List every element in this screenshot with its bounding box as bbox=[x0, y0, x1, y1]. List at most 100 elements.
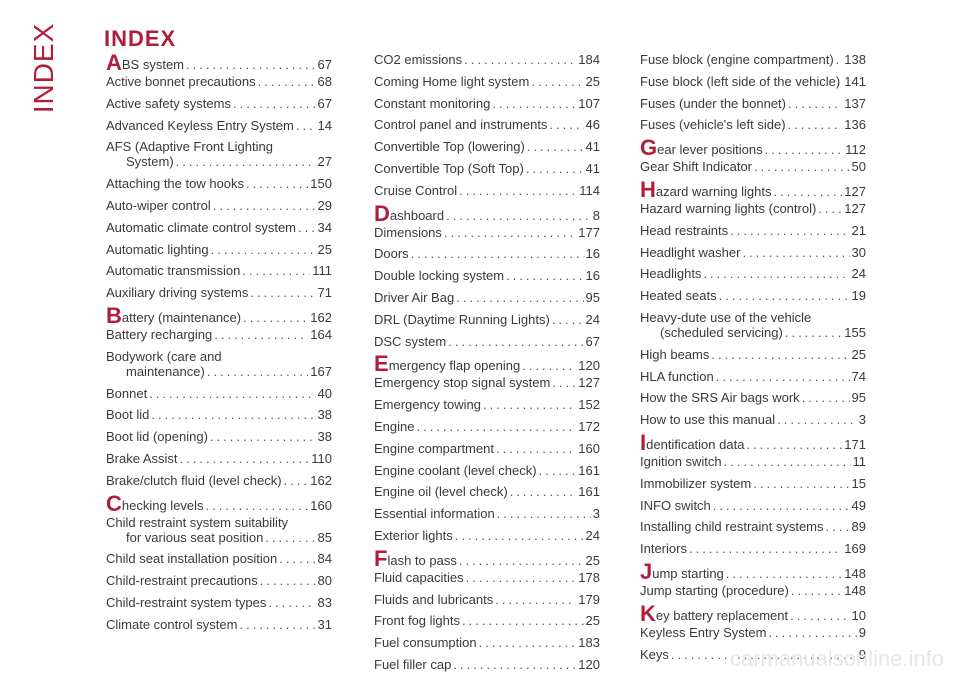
section-letter: D bbox=[374, 201, 390, 226]
dot-leader bbox=[730, 223, 849, 238]
entry-label: Convertible Top (Soft Top) bbox=[374, 161, 524, 176]
dot-leader bbox=[284, 473, 309, 488]
page-number: 49 bbox=[852, 498, 866, 513]
dot-leader bbox=[479, 635, 577, 650]
index-entry: Fuses (under the bonnet)137 bbox=[640, 96, 866, 111]
entry-label: System) bbox=[126, 154, 174, 169]
index-entry: Battery recharging164 bbox=[106, 327, 332, 342]
index-entry: Exterior lights24 bbox=[374, 528, 600, 543]
dot-leader bbox=[790, 608, 849, 623]
dot-leader bbox=[492, 96, 576, 111]
entry-label: Fluids and lubricants bbox=[374, 592, 493, 607]
entry-text: Child seat installation position bbox=[106, 551, 277, 566]
dot-leader bbox=[444, 225, 576, 240]
page-number: 67 bbox=[586, 334, 600, 349]
page-number: 127 bbox=[844, 184, 866, 199]
entry-text: for various seat position bbox=[126, 530, 263, 545]
entry-label: Installing child restraint systems bbox=[640, 519, 824, 534]
entry-text: Automatic climate control system bbox=[106, 220, 296, 235]
dot-leader bbox=[510, 484, 577, 499]
page-number: 41 bbox=[586, 139, 600, 154]
page-number: 19 bbox=[852, 288, 866, 303]
entry-text: Installing child restraint systems bbox=[640, 519, 824, 534]
entry-label: Ignition switch bbox=[640, 454, 722, 469]
entry-label: Interiors bbox=[640, 541, 687, 556]
entry-text: Automatic lighting bbox=[106, 242, 209, 257]
dot-leader bbox=[716, 369, 850, 384]
page-number: 150 bbox=[310, 176, 332, 191]
page-number: 25 bbox=[586, 74, 600, 89]
page-number: 172 bbox=[578, 419, 600, 434]
entry-text: Control panel and instruments bbox=[374, 117, 547, 132]
entry-text: Emergency towing bbox=[374, 397, 481, 412]
page-number: 162 bbox=[310, 310, 332, 325]
page-number: 38 bbox=[318, 429, 332, 444]
page-number: 8 bbox=[593, 208, 600, 223]
dot-leader bbox=[774, 184, 843, 199]
entry-text: Battery recharging bbox=[106, 327, 212, 342]
page-number: 120 bbox=[578, 657, 600, 672]
dot-leader bbox=[836, 52, 843, 67]
dot-leader bbox=[552, 312, 584, 327]
page-number: 152 bbox=[578, 397, 600, 412]
index-entry: Double locking system16 bbox=[374, 268, 600, 283]
entry-text: Active safety systems bbox=[106, 96, 231, 111]
page-number: 11 bbox=[853, 454, 867, 469]
dot-leader bbox=[176, 154, 316, 169]
entry-text: Brake Assist bbox=[106, 451, 178, 466]
entry-text: Head restraints bbox=[640, 223, 728, 238]
page-number: 50 bbox=[852, 159, 866, 174]
page-number: 148 bbox=[844, 566, 866, 581]
index-column-1: ABS system67Active bonnet precautions68A… bbox=[106, 52, 332, 639]
dot-leader bbox=[788, 96, 842, 111]
page-number: 136 bbox=[844, 117, 866, 132]
dot-leader bbox=[250, 285, 315, 300]
index-entry: Coming Home light system25 bbox=[374, 74, 600, 89]
entry-text: INFO switch bbox=[640, 498, 711, 513]
dot-leader bbox=[243, 310, 308, 325]
dot-leader bbox=[506, 268, 583, 283]
dot-leader bbox=[233, 96, 316, 111]
page-number: 3 bbox=[593, 506, 600, 521]
entry-label: Headlight washer bbox=[640, 245, 740, 260]
entry-label: hecking levels bbox=[122, 498, 204, 513]
dot-leader bbox=[453, 657, 576, 672]
entry-text: Jump starting (procedure) bbox=[640, 583, 789, 598]
entry-text: DSC system bbox=[374, 334, 446, 349]
entry-text: Climate control system bbox=[106, 617, 237, 632]
index-entry: Jump starting148 bbox=[640, 563, 866, 581]
section-letter: J bbox=[640, 559, 652, 584]
entry-label: mergency flap opening bbox=[389, 358, 521, 373]
entry-label: Gear Shift Indicator bbox=[640, 159, 752, 174]
index-entry: High beams25 bbox=[640, 347, 866, 362]
page-number: 25 bbox=[586, 613, 600, 628]
dot-leader bbox=[788, 117, 843, 132]
index-entry: Driver Air Bag95 bbox=[374, 290, 600, 305]
entry-text: Dashboard bbox=[374, 205, 444, 223]
page-number: 127 bbox=[578, 375, 600, 390]
dot-leader bbox=[531, 74, 583, 89]
entry-text: How the SRS Air bags work bbox=[640, 390, 800, 405]
dot-leader bbox=[791, 583, 842, 598]
dot-leader bbox=[724, 454, 851, 469]
dot-leader bbox=[711, 347, 849, 362]
page-number: 171 bbox=[844, 437, 866, 452]
page-number: 162 bbox=[310, 473, 332, 488]
index-entry: Checking levels160 bbox=[106, 495, 332, 513]
index-entry: Head restraints21 bbox=[640, 223, 866, 238]
index-entry: Climate control system31 bbox=[106, 617, 332, 632]
index-entry: Auxiliary driving systems71 bbox=[106, 285, 332, 300]
entry-label: DSC system bbox=[374, 334, 446, 349]
entry-label: Auxiliary driving systems bbox=[106, 285, 248, 300]
entry-label: Heated seats bbox=[640, 288, 717, 303]
page-number: 111 bbox=[312, 263, 332, 278]
page-number: 85 bbox=[318, 530, 332, 545]
entry-label: CO2 emissions bbox=[374, 52, 462, 67]
entry-label-line1: Child restraint system suitability bbox=[106, 515, 332, 530]
entry-text: ABS system bbox=[106, 54, 184, 72]
entry-label: Constant monitoring bbox=[374, 96, 490, 111]
index-entry: Constant monitoring107 bbox=[374, 96, 600, 111]
entry-label: Head restraints bbox=[640, 223, 728, 238]
entry-label: maintenance) bbox=[126, 364, 205, 379]
